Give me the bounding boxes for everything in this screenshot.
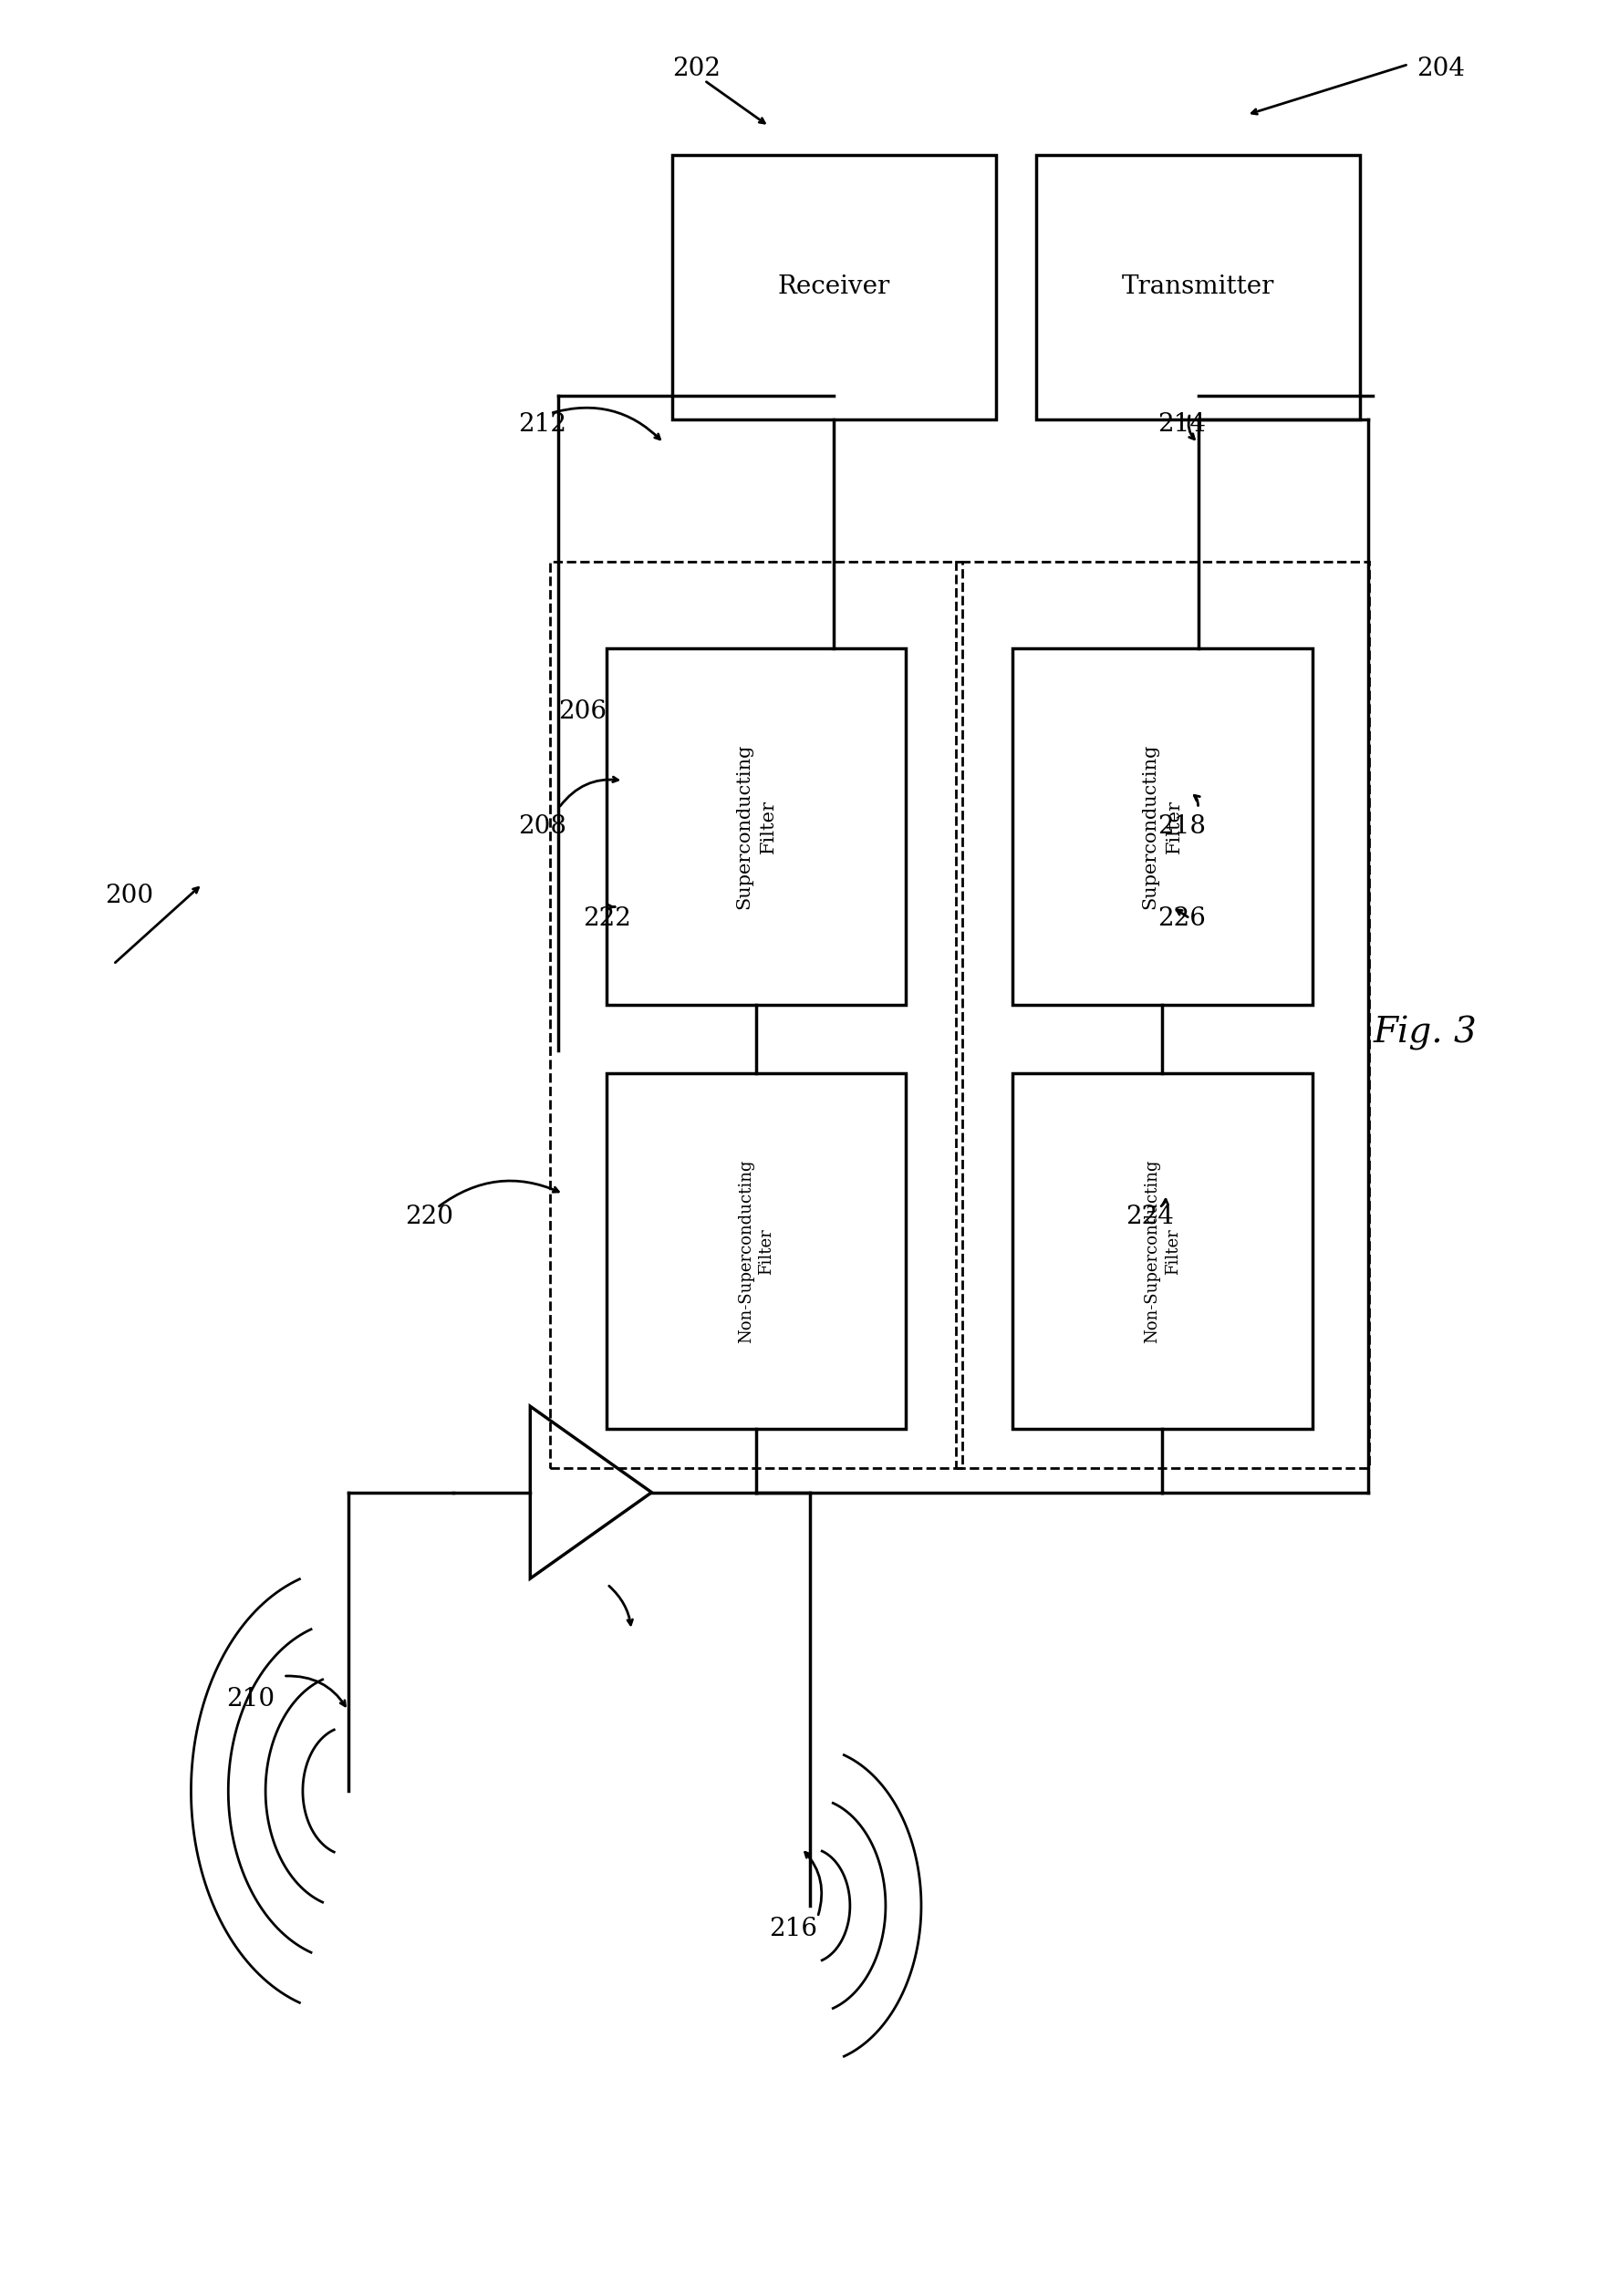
Text: 210: 210 (227, 1688, 275, 1711)
Bar (607, 650, 907, 1006)
Text: 218: 218 (1158, 815, 1206, 838)
Text: 202: 202 (672, 57, 720, 80)
Bar (672, 154, 996, 418)
Bar (1013, 1075, 1311, 1428)
Text: Non-Superconducting
Filter: Non-Superconducting Filter (738, 1159, 774, 1343)
Bar (1036, 154, 1360, 418)
Text: Transmitter: Transmitter (1122, 276, 1274, 298)
Text: 206: 206 (559, 700, 607, 723)
Text: 208: 208 (518, 815, 567, 838)
Text: Receiver: Receiver (777, 276, 890, 298)
Text: 200: 200 (105, 884, 154, 907)
Text: 222: 222 (583, 907, 631, 930)
Text: Fig. 3: Fig. 3 (1373, 1015, 1477, 1052)
Bar (955, 560, 1370, 1469)
Text: 216: 216 (769, 1917, 818, 1940)
Text: 212: 212 (518, 413, 567, 436)
Text: 220: 220 (405, 1205, 453, 1228)
Text: 226: 226 (1158, 907, 1206, 930)
Bar (1013, 650, 1311, 1006)
Text: 204: 204 (1417, 57, 1465, 80)
Text: Superconducting
Filter: Superconducting Filter (735, 744, 777, 909)
Text: 214: 214 (1158, 413, 1206, 436)
Bar (550, 560, 963, 1469)
Text: Superconducting
Filter: Superconducting Filter (1141, 744, 1183, 909)
Text: Non-Superconducting
Filter: Non-Superconducting Filter (1145, 1159, 1180, 1343)
Bar (607, 1075, 907, 1428)
Text: 224: 224 (1125, 1205, 1174, 1228)
